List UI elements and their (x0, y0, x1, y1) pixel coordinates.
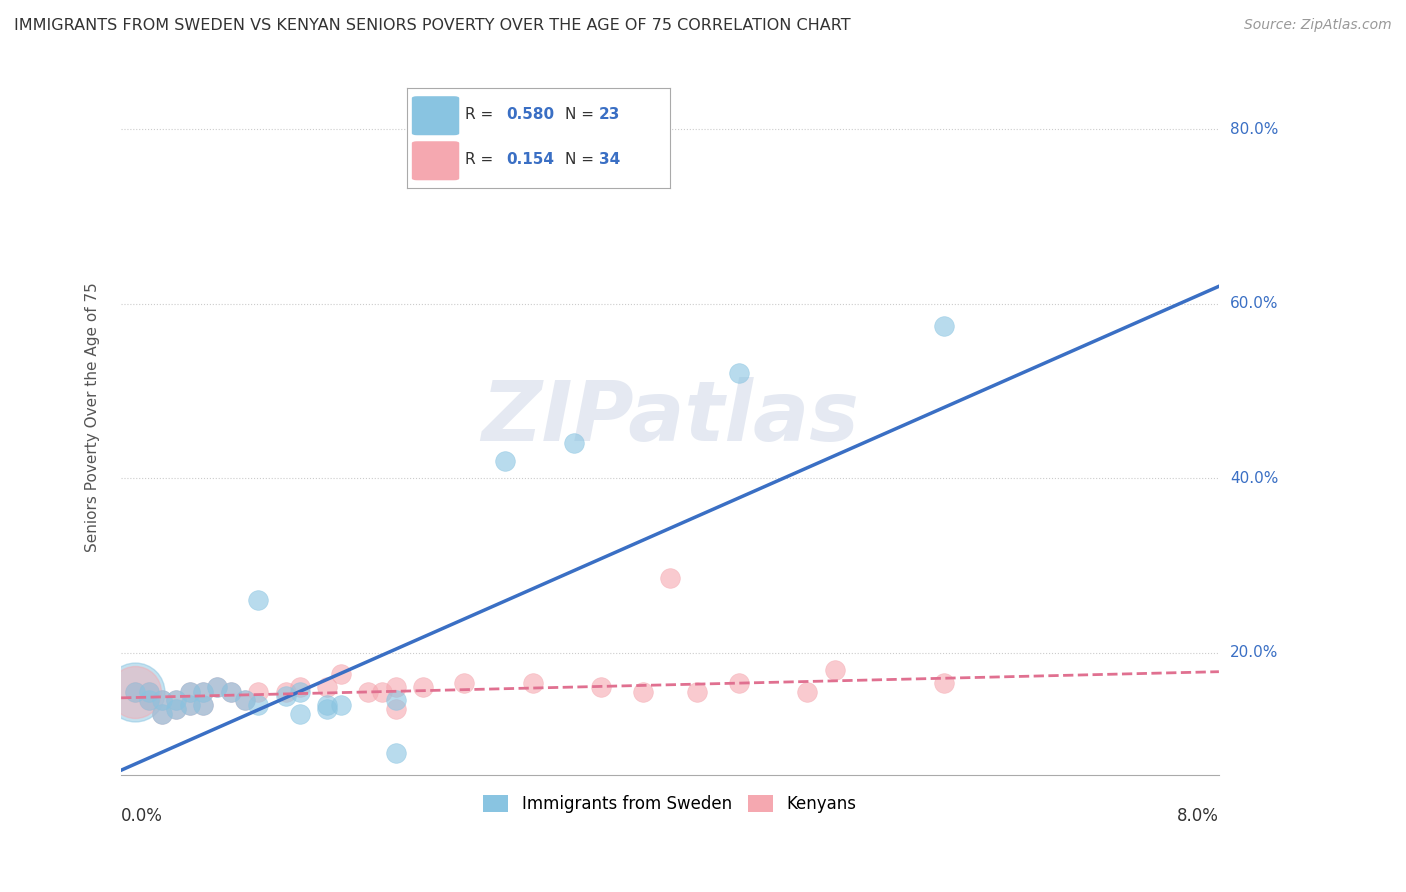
Point (193, 684, 215, 698)
Text: 8.0%: 8.0% (1177, 806, 1219, 825)
Point (165, 693, 187, 707)
Point (384, 681, 406, 695)
Text: ZIPatlas: ZIPatlas (481, 376, 859, 458)
Point (274, 684, 297, 698)
Point (247, 593, 270, 607)
Point (179, 698, 201, 712)
Point (934, 676, 956, 690)
Point (124, 684, 146, 698)
Point (686, 684, 709, 698)
Point (274, 689, 297, 703)
Text: 0.0%: 0.0% (121, 806, 163, 825)
Point (453, 676, 475, 690)
Point (494, 453, 516, 467)
Point (384, 746, 406, 760)
Point (824, 663, 846, 677)
Point (384, 702, 406, 716)
Point (934, 318, 956, 333)
Point (150, 706, 173, 721)
Point (179, 684, 201, 698)
Point (219, 684, 242, 698)
Point (165, 702, 187, 716)
Point (219, 684, 242, 698)
Point (193, 684, 215, 698)
Point (247, 698, 270, 712)
Point (150, 693, 173, 707)
Point (371, 684, 394, 698)
Point (165, 693, 187, 707)
Point (165, 702, 187, 716)
Point (150, 693, 173, 707)
Point (124, 684, 146, 698)
Point (150, 706, 173, 721)
Point (316, 681, 339, 695)
Text: 40.0%: 40.0% (1230, 471, 1278, 485)
Point (384, 693, 406, 707)
Text: 60.0%: 60.0% (1230, 296, 1278, 311)
Text: Source: ZipAtlas.com: Source: ZipAtlas.com (1244, 18, 1392, 32)
Point (124, 684, 146, 698)
Point (233, 693, 256, 707)
Point (412, 681, 434, 695)
Point (233, 693, 256, 707)
Point (288, 681, 311, 695)
Point (193, 698, 215, 712)
Point (727, 367, 749, 381)
Point (522, 676, 544, 690)
Point (179, 698, 201, 712)
Point (727, 676, 749, 690)
Point (138, 684, 160, 698)
Text: IMMIGRANTS FROM SWEDEN VS KENYAN SENIORS POVERTY OVER THE AGE OF 75 CORRELATION : IMMIGRANTS FROM SWEDEN VS KENYAN SENIORS… (14, 18, 851, 33)
Point (205, 681, 228, 695)
Point (591, 681, 613, 695)
Y-axis label: Seniors Poverty Over the Age of 75: Seniors Poverty Over the Age of 75 (86, 282, 100, 552)
Point (179, 684, 201, 698)
Point (659, 571, 682, 585)
Point (138, 684, 160, 698)
Point (205, 681, 228, 695)
Point (247, 684, 270, 698)
Point (288, 684, 311, 698)
Point (329, 698, 352, 712)
Point (316, 698, 339, 712)
Legend: Immigrants from Sweden, Kenyans: Immigrants from Sweden, Kenyans (477, 789, 863, 820)
Point (562, 436, 585, 450)
Point (138, 693, 160, 707)
Point (329, 667, 352, 681)
Point (193, 698, 215, 712)
Text: 80.0%: 80.0% (1230, 122, 1278, 136)
Text: 20.0%: 20.0% (1230, 645, 1278, 660)
Point (316, 702, 339, 716)
Point (288, 706, 311, 721)
Point (138, 693, 160, 707)
Point (631, 684, 654, 698)
Point (796, 684, 818, 698)
Point (357, 684, 380, 698)
Point (124, 684, 146, 698)
